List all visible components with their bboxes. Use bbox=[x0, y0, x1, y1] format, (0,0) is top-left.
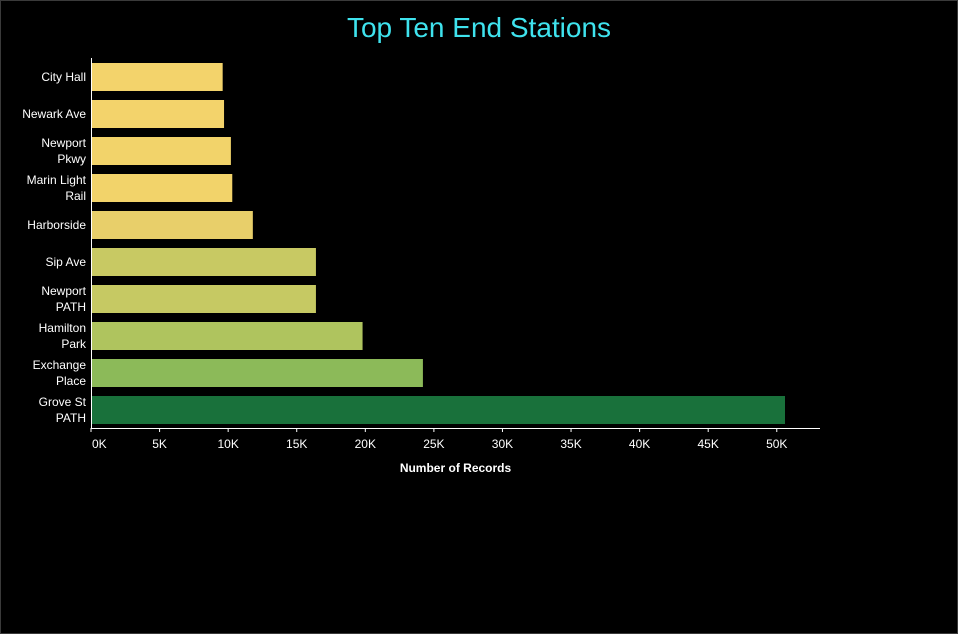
bar-8[interactable] bbox=[91, 359, 423, 387]
x-tick-label-6: 30K bbox=[492, 437, 513, 451]
x-tick-label-4: 20K bbox=[355, 437, 376, 451]
category-label-line: Newport bbox=[41, 284, 86, 298]
category-label-line: Park bbox=[61, 337, 87, 351]
x-axis-ticks: 0K 5K 10K 15K 20K 25K 30K 35K 40K 45K 50K bbox=[90, 428, 787, 451]
bars-group bbox=[91, 63, 785, 424]
category-label-0: City Hall bbox=[41, 70, 86, 84]
category-label-3: Marin Light Rail bbox=[27, 173, 87, 203]
category-label-line: Exchange bbox=[33, 358, 87, 372]
bar-7[interactable] bbox=[91, 322, 363, 350]
category-label-2: Newport Pkwy bbox=[41, 136, 86, 166]
category-label-8: Exchange Place bbox=[33, 358, 87, 388]
x-tick-label-9: 45K bbox=[698, 437, 719, 451]
bar-1[interactable] bbox=[91, 100, 225, 128]
category-label-6: Newport PATH bbox=[41, 284, 86, 314]
category-label-line: Newark Ave bbox=[22, 107, 86, 121]
x-tick-label-10: 50K bbox=[766, 437, 787, 451]
x-tick-label-3: 15K bbox=[286, 437, 307, 451]
bar-2[interactable] bbox=[91, 137, 231, 165]
bar-3[interactable] bbox=[91, 174, 233, 202]
category-label-line: PATH bbox=[56, 300, 86, 314]
x-tick-label-2: 10K bbox=[217, 437, 238, 451]
category-labels: City Hall Newark Ave Newport Pkwy Marin Ligh… bbox=[22, 70, 87, 425]
category-label-line: Newport bbox=[41, 136, 86, 150]
category-label-1: Newark Ave bbox=[22, 107, 86, 121]
category-label-line: City Hall bbox=[41, 70, 86, 84]
x-tick-label-5: 25K bbox=[423, 437, 444, 451]
bar-9[interactable] bbox=[91, 396, 785, 424]
category-label-line: Place bbox=[56, 374, 86, 388]
category-label-7: Hamilton Park bbox=[39, 321, 87, 351]
category-label-line: Harborside bbox=[27, 218, 86, 232]
x-tick-label-7: 35K bbox=[560, 437, 581, 451]
category-label-line: Hamilton bbox=[39, 321, 86, 335]
category-label-line: PATH bbox=[56, 411, 86, 425]
category-label-5: Sip Ave bbox=[46, 255, 87, 269]
bar-4[interactable] bbox=[91, 211, 253, 239]
bar-6[interactable] bbox=[91, 285, 316, 313]
category-label-9: Grove St PATH bbox=[39, 395, 87, 425]
category-label-line: Sip Ave bbox=[46, 255, 87, 269]
x-tick-label-1: 5K bbox=[152, 437, 167, 451]
chart-title: Top Ten End Stations bbox=[346, 12, 612, 43]
x-tick-label-8: 40K bbox=[629, 437, 650, 451]
category-label-4: Harborside bbox=[27, 218, 86, 232]
x-tick-label-0: 0K bbox=[92, 437, 107, 451]
bar-5[interactable] bbox=[91, 248, 316, 276]
category-label-line: Pkwy bbox=[57, 152, 86, 166]
x-axis-title: Number of Records bbox=[400, 461, 512, 475]
category-label-line: Marin Light bbox=[27, 173, 87, 187]
category-label-line: Rail bbox=[65, 189, 86, 203]
bar-0[interactable] bbox=[91, 63, 223, 91]
category-label-line: Grove St bbox=[39, 395, 87, 409]
